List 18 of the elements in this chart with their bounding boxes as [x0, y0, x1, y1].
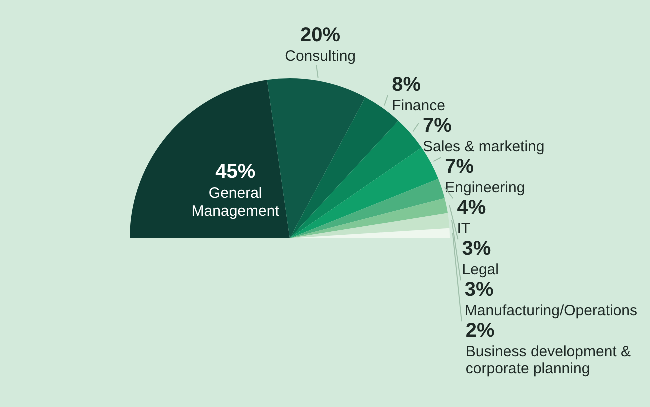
data-label: 8% — [392, 74, 422, 96]
slice-label: Manufacturing/Operations — [464, 302, 638, 320]
data-label: 2% — [466, 320, 496, 342]
data-label: 3% — [464, 279, 494, 302]
slice-label: General Management — [192, 184, 280, 220]
data-label: 4% — [457, 197, 486, 220]
data-label: 20% — [300, 24, 341, 47]
slice-label: Consulting — [285, 48, 356, 65]
data-label: 45% — [216, 160, 256, 183]
data-label: 3% — [462, 238, 492, 260]
slice-label: Finance — [392, 97, 446, 114]
data-label: 7% — [423, 115, 452, 138]
slice-label: Engineering — [445, 179, 526, 196]
data-label: 7% — [445, 156, 474, 178]
slice-label: Business development & corporate planning — [466, 343, 632, 378]
slice-label: Sales & marketing — [423, 138, 545, 156]
slice-label: IT — [457, 220, 471, 238]
slice-label: Legal — [462, 261, 499, 278]
